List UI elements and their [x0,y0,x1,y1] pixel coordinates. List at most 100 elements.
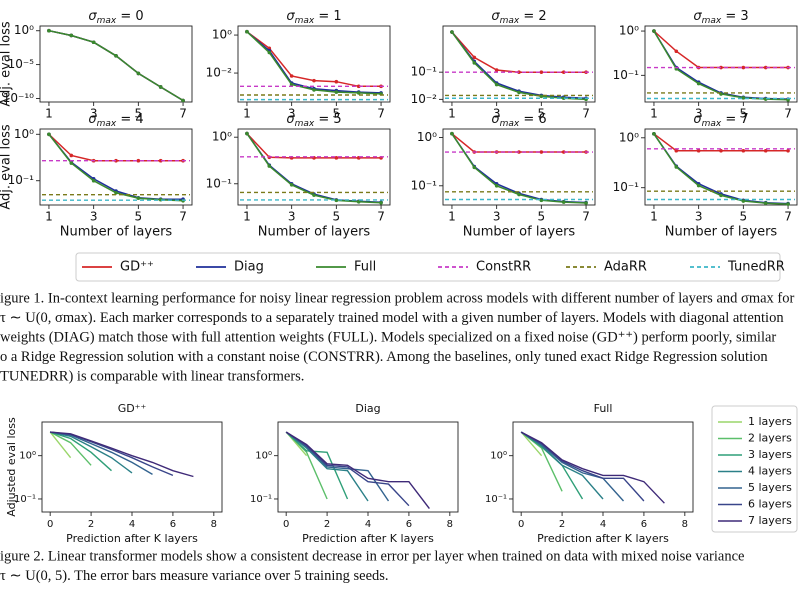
legend-box [711,405,798,533]
series-marker [494,68,499,72]
x-tick-label: 3 [493,210,501,224]
series-marker [356,84,361,89]
x-tick-label: 2 [559,519,565,530]
series-marker [334,156,339,160]
caption-line: weights (DIAG) match those with full att… [0,329,776,345]
series-line [285,431,349,500]
series-marker [334,79,339,84]
legend-label: 7 layers [748,514,792,527]
series-marker [245,131,249,136]
x-axis-label: Number of layers [60,225,173,240]
x-tick-label: 5 [740,107,748,121]
axes-frame [644,128,798,206]
axes-frame [442,128,596,206]
series-marker [763,65,768,70]
series-marker [741,96,746,100]
title-subscript: max [500,119,520,129]
x-tick-label: 7 [784,107,792,121]
series-marker [674,49,679,54]
series-marker [472,165,477,170]
title-symbol: σ [693,112,702,127]
series-marker [136,71,141,76]
legend-label: AdaRR [604,260,647,275]
x-tick-label: 8 [211,519,217,530]
series-marker [719,193,723,198]
panel-title: σmax = 6 [491,112,546,129]
series-marker [91,40,96,45]
y-tick-label: 10⁰ [490,451,507,462]
x-tick-label: 7 [377,107,385,121]
series-marker [69,33,74,38]
title-rest: = 5 [314,112,341,127]
y-tick-label: 10⁰ [19,451,36,462]
series-line [49,431,92,466]
series-marker [114,190,118,195]
y-tick-label: 10⁻⁵ [8,57,35,71]
y-tick-label: 10⁻¹ [8,173,35,187]
title-symbol: σ [286,9,295,24]
legend-box [75,252,781,282]
series-marker [289,74,294,78]
series-marker [356,91,361,95]
series-marker [450,30,454,34]
legend-label: TunedRR [727,260,785,275]
series-marker [69,161,74,165]
title-rest: = 0 [116,9,143,24]
x-tick-label: 2 [324,519,330,530]
panel-title: σmax = 0 [88,9,143,26]
title-subscript: max [97,16,117,26]
y-axis-label: Adj. eval loss [0,21,14,107]
axes-frame [237,25,391,103]
x-axis-label: Prediction after K layers [302,532,434,545]
series-line [50,431,194,478]
series-marker [312,193,316,197]
title-subscript: max [702,16,722,26]
series-marker [289,82,294,87]
caption-line: igure 1. In-context learning performance… [0,290,794,306]
y-tick-label: 10⁻¹⁰ [3,91,34,105]
x-tick-label: 4 [600,519,606,530]
series-marker [539,70,544,74]
legend-label: 6 layers [748,498,792,511]
series-marker [47,28,51,33]
series-marker [561,150,566,154]
title-subscript: max [500,16,520,26]
series-line [520,431,543,457]
x-tick-label: 7 [582,210,590,224]
x-tick-label: 3 [695,210,703,224]
series-marker [494,183,499,188]
series-line [50,431,133,474]
series-line [49,431,72,459]
series-marker [741,199,746,203]
series-marker [267,50,272,55]
x-tick-label: 1 [243,107,251,121]
series-marker [158,158,163,163]
x-tick-label: 5 [333,107,341,121]
title-rest: = 4 [116,112,143,127]
series-marker [379,201,383,205]
series-marker [472,55,477,60]
y-tick-label: 10⁻² [411,92,438,106]
title-subscript: max [97,119,117,129]
series-marker [561,96,566,101]
title-symbol: σ [491,9,500,24]
panel-title: σmax = 3 [693,9,748,26]
y-axis-label: Adjusted eval loss [5,417,18,517]
x-tick-label: 5 [740,210,748,224]
x-tick-label: 2 [88,519,94,530]
x-tick-label: 1 [448,210,456,224]
x-tick-label: 5 [333,210,341,224]
y-tick-label: 10⁻¹ [250,494,272,505]
series-marker [539,150,544,154]
x-tick-label: 5 [538,107,546,121]
y-tick-label: 10⁰ [255,451,272,462]
series-line [285,431,410,507]
series-marker [561,200,566,204]
series-marker [356,200,361,204]
x-tick-label: 0 [283,519,289,530]
legend-label: 3 layers [748,448,792,461]
x-tick-label: 1 [45,210,53,224]
title-rest: = 3 [721,9,748,24]
x-tick-label: 3 [288,210,296,224]
x-tick-label: 7 [179,107,187,121]
